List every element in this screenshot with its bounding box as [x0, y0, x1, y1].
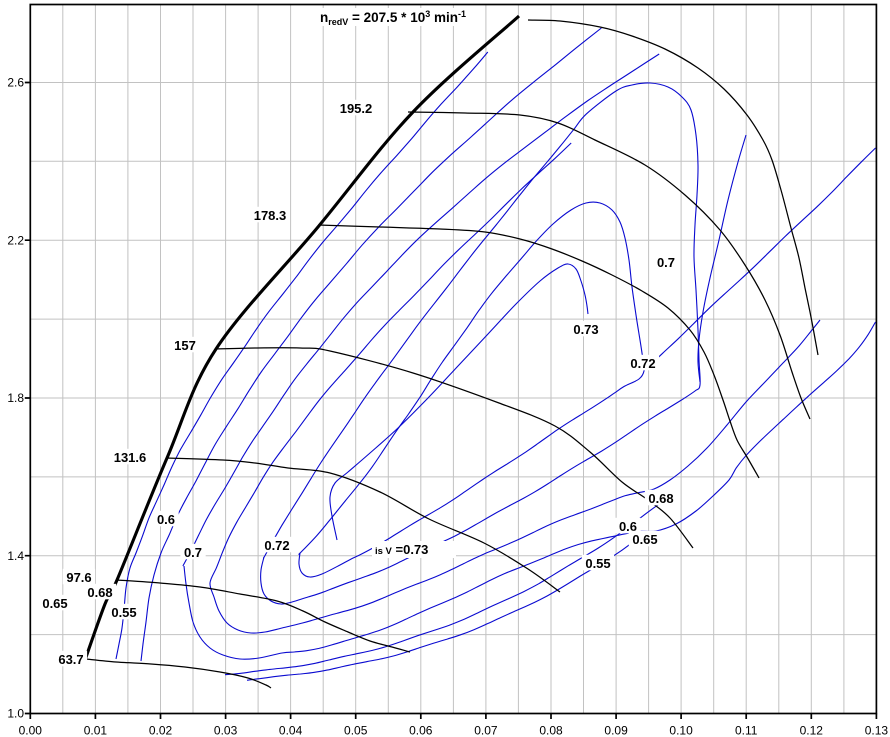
svg-text:0.55: 0.55 — [585, 556, 610, 571]
svg-text:0.55: 0.55 — [111, 605, 136, 620]
svg-text:0.7: 0.7 — [184, 545, 202, 560]
svg-text:1.0: 1.0 — [7, 707, 24, 721]
svg-text:0.13: 0.13 — [865, 724, 889, 737]
svg-text:0.6: 0.6 — [157, 512, 175, 527]
svg-text:63.7: 63.7 — [58, 652, 83, 667]
svg-text:97.6: 97.6 — [66, 570, 91, 585]
svg-text:0.08: 0.08 — [539, 724, 563, 737]
svg-text:131.6: 131.6 — [114, 450, 147, 465]
svg-text:0.00: 0.00 — [19, 724, 43, 737]
svg-text:0.72: 0.72 — [264, 538, 289, 553]
svg-text:0.65: 0.65 — [632, 532, 657, 547]
svg-text:0.05: 0.05 — [344, 724, 368, 737]
svg-text:1.8: 1.8 — [7, 391, 24, 405]
svg-text:0.73: 0.73 — [573, 322, 598, 337]
svg-text:0.12: 0.12 — [800, 724, 824, 737]
svg-text:0.68: 0.68 — [87, 585, 112, 600]
svg-text:0.72: 0.72 — [630, 356, 655, 371]
svg-text:0.03: 0.03 — [214, 724, 238, 737]
svg-text:0.10: 0.10 — [669, 724, 693, 737]
svg-text:0.09: 0.09 — [604, 724, 628, 737]
svg-text:nredV = 207.5 * 103 min-1: nredV = 207.5 * 103 min-1 — [320, 9, 466, 27]
svg-text:0.06: 0.06 — [409, 724, 433, 737]
svg-text:2.6: 2.6 — [7, 76, 24, 90]
svg-text:157: 157 — [174, 338, 196, 353]
svg-text:2.2: 2.2 — [7, 233, 24, 247]
svg-text:0.04: 0.04 — [279, 724, 303, 737]
svg-text:0.01: 0.01 — [84, 724, 108, 737]
svg-text:178.3: 178.3 — [254, 208, 287, 223]
svg-text:0.11: 0.11 — [735, 724, 758, 737]
svg-text:1.4: 1.4 — [7, 549, 24, 563]
svg-text:is V =0.73: is V =0.73 — [375, 542, 428, 557]
svg-text:195.2: 195.2 — [340, 101, 373, 116]
svg-text:0.6: 0.6 — [619, 519, 637, 534]
svg-text:0.02: 0.02 — [149, 724, 173, 737]
svg-text:0.65: 0.65 — [42, 596, 67, 611]
svg-text:0.7: 0.7 — [657, 255, 675, 270]
svg-text:0.68: 0.68 — [648, 491, 673, 506]
svg-text:0.07: 0.07 — [474, 724, 498, 737]
